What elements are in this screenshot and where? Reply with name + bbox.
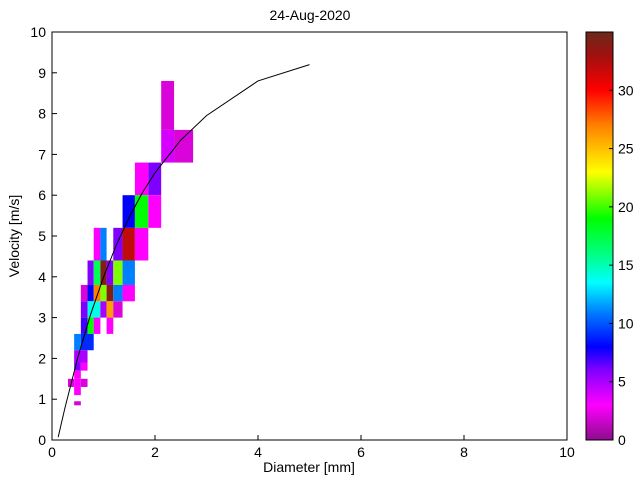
heatmap-cell <box>80 378 88 387</box>
colorbar-tick-label: 10 <box>618 315 634 331</box>
x-tick-label: 10 <box>559 444 575 460</box>
heatmap-cell <box>74 333 81 351</box>
heatmap-cell <box>113 301 123 318</box>
heatmap-cell <box>93 227 101 261</box>
heatmap-cell <box>134 227 149 261</box>
heatmap-cell <box>80 284 88 302</box>
y-tick-label: 9 <box>38 65 46 81</box>
y-tick-label: 4 <box>38 269 46 285</box>
heatmap-cell <box>80 317 88 334</box>
heatmap-cell <box>122 195 135 228</box>
heatmap-cell <box>74 386 81 396</box>
heatmap-cell <box>100 260 107 285</box>
colorbar <box>585 31 614 441</box>
heatmap-cell <box>93 260 101 285</box>
y-tick-label: 2 <box>38 350 46 366</box>
y-tick-label: 3 <box>38 310 46 326</box>
heatmap-cell <box>87 260 94 285</box>
y-tick-label: 10 <box>30 24 46 40</box>
heatmap-cell <box>87 284 94 302</box>
colorbar-tick-label: 30 <box>618 82 634 98</box>
heatmap-cell <box>74 378 81 387</box>
heatmap-cell <box>100 284 107 302</box>
heatmap-cell <box>106 317 114 334</box>
heatmap-cell <box>106 301 114 318</box>
colorbar-ticks: 0 5 10 15 20 25 30 <box>609 82 634 448</box>
heatmap-cell <box>106 260 114 285</box>
chart-title: 24-Aug-2020 <box>270 7 351 23</box>
heatmap-cell <box>122 227 135 261</box>
y-tick-label: 8 <box>38 106 46 122</box>
heatmap-cell <box>100 301 107 318</box>
heatmap-cell <box>148 195 162 228</box>
x-tick-label: 2 <box>151 444 159 460</box>
y-tick-label: 1 <box>38 391 46 407</box>
heatmap-cell <box>113 227 123 261</box>
y-axis-label: Velocity [m/s] <box>6 195 22 277</box>
heatmap-cell <box>161 80 175 130</box>
x-tick-label: 4 <box>254 444 262 460</box>
heatmap-cell <box>74 370 81 379</box>
y-tick-label: 7 <box>38 146 46 162</box>
heatmap-cell <box>134 195 149 228</box>
heatmap-cell <box>93 317 101 334</box>
x-tick-label: 6 <box>357 444 365 460</box>
colorbar-tick-label: 0 <box>618 432 626 448</box>
heatmap-cell <box>74 401 81 406</box>
y-tick-label: 0 <box>38 432 46 448</box>
x-tick-label: 0 <box>48 444 56 460</box>
heatmap-cell <box>106 284 114 302</box>
heatmap-cell <box>113 284 123 302</box>
colorbar-tick-label: 5 <box>618 374 626 390</box>
x-tick-label: 8 <box>460 444 468 460</box>
x-axis-ticks: 0 2 4 6 8 10 <box>48 435 575 460</box>
heatmap-cell <box>148 162 162 196</box>
heatmap-cell <box>80 301 88 318</box>
y-tick-label: 6 <box>38 187 46 203</box>
heatmap-cell <box>113 260 123 285</box>
heatmap-cell <box>93 284 101 302</box>
heatmap-cell <box>80 362 88 371</box>
heatmap-cell <box>74 362 81 371</box>
heatmap-cell <box>74 350 88 363</box>
x-axis-label: Diameter [mm] <box>263 459 355 475</box>
y-tick-label: 5 <box>38 228 46 244</box>
heatmap-cell <box>87 317 94 334</box>
heatmap-cells <box>67 80 194 406</box>
heatmap-cell <box>122 284 135 302</box>
heatmap-cell <box>134 162 149 196</box>
y-axis-ticks: 0 1 2 3 4 5 6 7 8 9 10 <box>30 24 57 448</box>
heatmap-cell <box>100 227 107 261</box>
colorbar-tick-label: 20 <box>618 199 634 215</box>
heatmap-cell <box>161 129 175 163</box>
colorbar-tick-label: 25 <box>618 141 634 157</box>
colorbar-tick-label: 15 <box>618 257 634 273</box>
fall-velocity-line <box>57 64 310 438</box>
heatmap-cell <box>174 129 194 163</box>
heatmap-cell <box>122 260 135 285</box>
